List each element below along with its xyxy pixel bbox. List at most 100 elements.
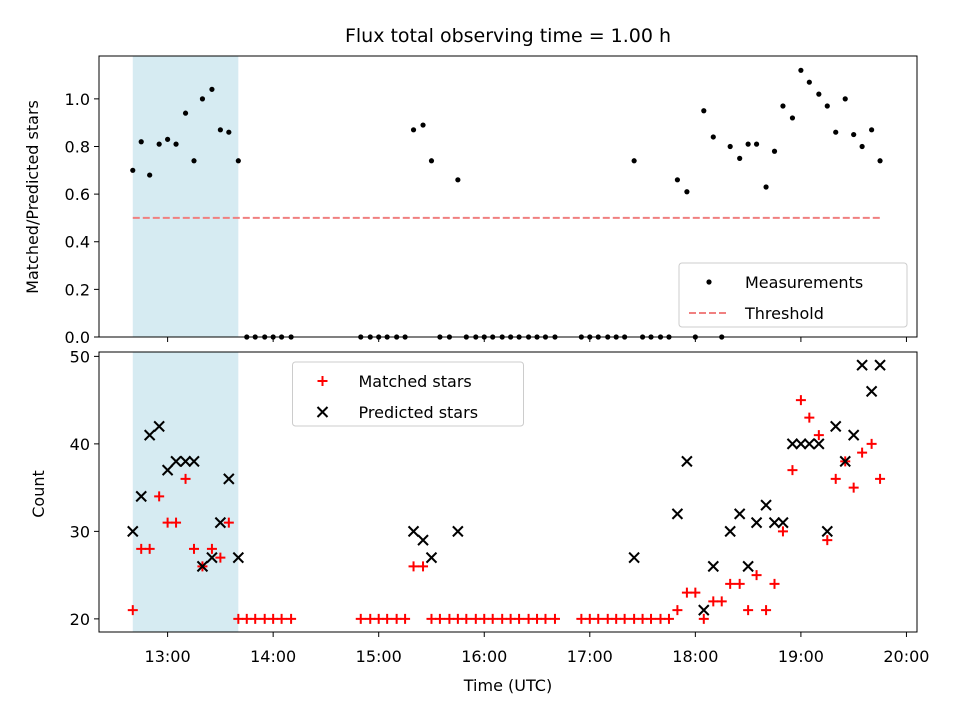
matched-star-point — [655, 613, 666, 624]
matched-star-point — [400, 613, 411, 624]
predicted-star-point — [671, 508, 684, 520]
measurement-point — [745, 141, 751, 147]
matched-star-point — [259, 613, 270, 624]
predicted-star-point — [830, 420, 842, 433]
x-tick-label: 18:00 — [672, 647, 718, 666]
matched-star-point — [382, 613, 393, 624]
plot-frame — [98, 55, 918, 338]
count-y-axis-title: Count — [29, 470, 48, 518]
matched-star-point — [646, 613, 657, 624]
measurement-point — [780, 103, 786, 109]
legend: Matched stars Predicted stars — [292, 361, 524, 427]
measurement-point — [147, 172, 153, 178]
measurement-point — [842, 96, 848, 102]
measurement-point — [763, 184, 769, 190]
matched-star-point — [171, 517, 182, 528]
measurement-point — [771, 148, 778, 154]
matched-star-point — [286, 613, 297, 624]
predicted-star-point — [786, 438, 799, 450]
count-panel: 20 30 40 50 13:00 14:00 15:00 16:00 17:00 18:00 19… — [70, 347, 930, 666]
matched-star-point — [804, 412, 815, 423]
predicted-star-point — [865, 385, 878, 398]
predicted-star-point — [707, 560, 719, 573]
matched-star-point — [444, 613, 455, 624]
x-tick-label: 20:00 — [883, 647, 929, 666]
legend-label: Predicted stars — [359, 403, 479, 422]
measurement-point — [156, 141, 162, 147]
matched-star-point — [734, 578, 745, 589]
measurement-point — [138, 139, 144, 145]
x-tick-label: 19:00 — [778, 647, 824, 666]
ratio-y-axis-title: Matched/Predicted stars — [23, 100, 42, 294]
matched-star-point — [426, 613, 437, 624]
measurement-point — [455, 177, 461, 183]
matched-star-point — [223, 517, 234, 528]
matched-star-point — [355, 613, 366, 624]
predicted-star-point — [153, 420, 165, 433]
matched-star-point — [743, 605, 754, 616]
legend-marker-cross — [316, 406, 329, 418]
matched-star-point — [418, 561, 429, 572]
matched-star-point — [708, 596, 719, 607]
matched-star-point — [822, 535, 833, 546]
predicted-star-point — [795, 438, 807, 450]
measurement-point — [824, 103, 830, 109]
matched-star-point — [584, 613, 595, 624]
matched-star-point — [514, 613, 525, 624]
plot-frame — [98, 351, 918, 633]
matched-star-point — [540, 613, 551, 624]
y-tick-label: 20 — [70, 610, 90, 629]
predicted-star-point — [839, 455, 851, 468]
predicted-star-point — [206, 551, 218, 564]
measurement-point — [710, 134, 716, 140]
predicted-star-point — [223, 473, 235, 485]
predicted-star-point — [417, 534, 429, 546]
predicted-star-point — [127, 525, 139, 538]
shaded-span — [132, 352, 239, 632]
matched-star-point — [487, 613, 498, 624]
matched-star-point — [268, 613, 279, 624]
y-tick-label: 0.8 — [65, 137, 90, 156]
matched-star-point — [830, 473, 841, 484]
matched-star-point — [497, 613, 508, 624]
matched-star-point — [479, 613, 490, 624]
predicted-star-point — [874, 359, 886, 371]
matched-star-point — [751, 570, 762, 581]
predicted-star-point — [733, 508, 746, 520]
matched-star-point — [250, 613, 261, 624]
predicted-star-point — [628, 551, 640, 564]
measurement-point — [806, 79, 812, 85]
y-tick-label: 0.2 — [65, 280, 90, 299]
matched-star-point — [188, 543, 199, 554]
measurement-point — [428, 158, 435, 164]
measurement-point — [851, 131, 857, 138]
measurement-point — [217, 127, 223, 133]
predicted-star-point — [760, 499, 772, 511]
matched-star-point — [365, 613, 376, 624]
matched-star-point — [154, 491, 165, 502]
matched-star-point — [787, 465, 798, 476]
predicted-star-point — [135, 490, 147, 503]
matched-star-point — [813, 430, 824, 441]
y-tick-label: 30 — [70, 522, 90, 541]
matched-star-point — [698, 613, 709, 624]
x-tick-label: 13:00 — [145, 647, 191, 666]
matched-star-point — [373, 613, 384, 624]
measurement-point — [701, 108, 707, 114]
predicted-star-point — [407, 525, 420, 538]
matched-star-point — [505, 613, 516, 624]
measurement-point — [674, 177, 681, 183]
matched-star-point — [461, 613, 472, 624]
matched-star-point — [777, 526, 788, 537]
predicted-star-point — [188, 455, 200, 468]
measurement-point — [727, 143, 733, 150]
matched-star-point — [725, 578, 736, 589]
legend-box — [678, 262, 908, 328]
y-tick-label: 1.0 — [65, 90, 90, 109]
predicted-star-point — [856, 359, 868, 371]
measurement-point — [877, 158, 883, 164]
matched-star-point — [690, 587, 701, 598]
legend-label: Threshold — [744, 304, 824, 323]
matched-star-point — [761, 605, 772, 616]
